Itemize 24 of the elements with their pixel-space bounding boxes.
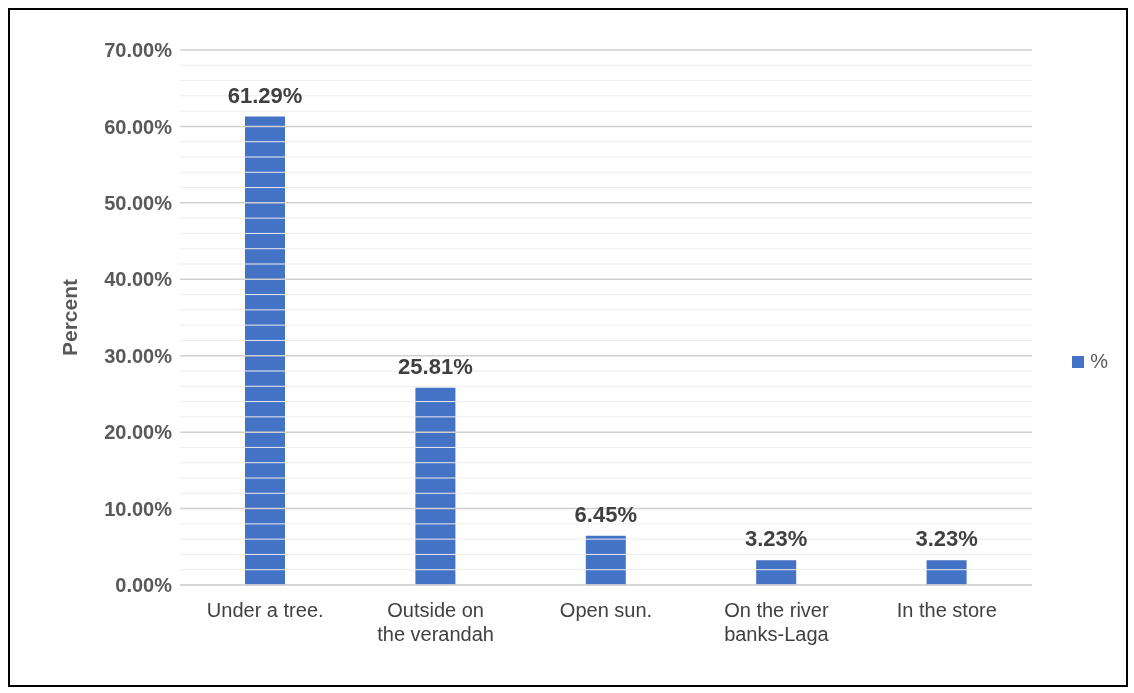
y-tick-label: 30.00%: [104, 344, 173, 367]
y-tick-label: 10.00%: [104, 497, 173, 520]
bar: [245, 116, 285, 585]
legend-label: %: [1090, 350, 1108, 373]
bar: [926, 560, 967, 585]
data-label: 3.23%: [915, 526, 978, 552]
data-label: 25.81%: [398, 353, 473, 379]
data-label: 3.23%: [745, 526, 808, 552]
x-tick-label: On the river banks-Laga: [724, 599, 830, 645]
x-tick-label: Outside on the verandah: [377, 599, 494, 645]
y-tick-label: 70.00%: [104, 39, 173, 62]
data-label: 61.29%: [227, 82, 303, 108]
y-tick-label: 40.00%: [104, 268, 173, 291]
bar: [415, 387, 456, 585]
x-tick-label: Under a tree.: [206, 599, 324, 621]
y-tick-label: 20.00%: [104, 421, 173, 444]
y-tick-label: 60.00%: [104, 115, 173, 138]
x-tick-label: In the store: [896, 599, 997, 621]
y-tick-label: 0.00%: [115, 574, 173, 597]
y-axis-title: Percent: [58, 278, 82, 357]
data-label: 6.45%: [574, 501, 637, 527]
y-tick-label: 50.00%: [104, 191, 173, 214]
x-tick-label: Open sun.: [559, 599, 653, 621]
bar: [756, 560, 797, 585]
